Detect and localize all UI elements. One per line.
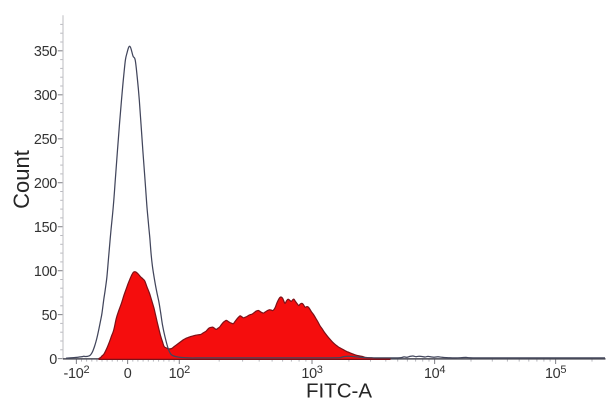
svg-text:300: 300 [34,88,57,104]
svg-text:0: 0 [124,366,132,382]
svg-text:0: 0 [49,352,57,368]
svg-text:250: 250 [34,132,57,148]
svg-text:FITC-A: FITC-A [306,380,372,403]
svg-text:350: 350 [34,44,57,60]
svg-text:50: 50 [42,308,58,324]
svg-text:150: 150 [34,220,57,236]
svg-text:Count: Count [9,150,34,209]
svg-text:200: 200 [34,176,57,192]
svg-text:100: 100 [34,264,57,280]
svg-text:-102: -102 [64,364,90,382]
